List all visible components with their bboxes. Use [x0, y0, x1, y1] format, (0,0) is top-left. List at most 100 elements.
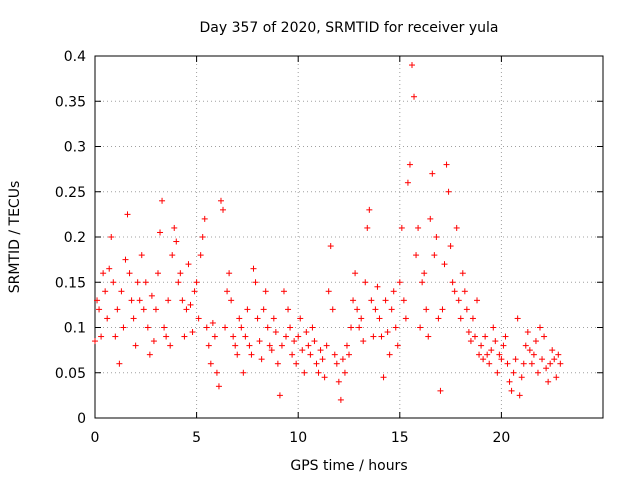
- data-point: [159, 197, 166, 204]
- data-point: [232, 342, 239, 349]
- data-point: [272, 329, 279, 336]
- x-tick-label: 5: [192, 430, 201, 446]
- data-point: [404, 179, 411, 186]
- data-point: [309, 324, 316, 331]
- data-point: [455, 297, 462, 304]
- data-point: [522, 342, 529, 349]
- data-point: [348, 324, 355, 331]
- data-point: [327, 243, 334, 250]
- data-point: [400, 297, 407, 304]
- data-point: [148, 292, 155, 299]
- data-point: [291, 338, 298, 345]
- data-point: [506, 378, 513, 385]
- data-point: [246, 342, 253, 349]
- data-point: [390, 288, 397, 295]
- data-point: [268, 347, 275, 354]
- data-point: [203, 324, 210, 331]
- data-point: [167, 342, 174, 349]
- y-tick-label: 0.3: [64, 140, 86, 156]
- x-tick-labels: 0 5 10 15 20: [91, 430, 511, 446]
- data-point: [508, 387, 515, 394]
- data-point: [250, 265, 257, 272]
- data-point: [480, 356, 487, 363]
- data-point: [163, 333, 170, 340]
- data-point: [161, 324, 168, 331]
- data-point: [461, 288, 468, 295]
- data-point: [238, 324, 245, 331]
- data-point: [317, 347, 324, 354]
- data-point: [449, 279, 456, 286]
- data-point: [181, 333, 188, 340]
- data-point: [555, 351, 562, 358]
- data-point: [526, 347, 533, 354]
- data-point: [465, 329, 472, 336]
- data-point: [382, 297, 389, 304]
- data-point: [425, 333, 432, 340]
- data-point: [323, 342, 330, 349]
- data-point: [110, 279, 117, 286]
- data-point: [301, 369, 308, 376]
- data-point: [228, 297, 235, 304]
- data-point: [398, 224, 405, 231]
- data-point: [502, 333, 509, 340]
- data-point: [362, 279, 369, 286]
- data-point: [419, 279, 426, 286]
- data-point: [287, 324, 294, 331]
- data-point: [433, 234, 440, 240]
- data-point: [280, 288, 287, 295]
- data-point: [191, 288, 198, 295]
- data-point: [512, 356, 519, 363]
- data-point: [321, 374, 328, 381]
- y-tick-label: 0: [77, 411, 86, 427]
- data-point: [244, 306, 251, 313]
- data-point: [126, 270, 133, 277]
- data-point: [289, 351, 296, 358]
- data-point: [189, 329, 196, 336]
- data-point: [165, 297, 172, 304]
- data-point: [274, 360, 281, 367]
- data-point: [343, 342, 350, 349]
- plot-frame: [94, 55, 604, 419]
- data-point: [453, 224, 460, 231]
- data-point: [207, 360, 214, 367]
- data-point: [374, 283, 381, 290]
- data-point: [179, 297, 186, 304]
- data-point: [295, 333, 302, 340]
- data-point: [384, 329, 391, 336]
- data-point: [380, 374, 387, 381]
- data-point: [496, 351, 503, 358]
- data-point: [421, 270, 428, 277]
- data-point: [356, 324, 363, 331]
- y-tick-label: 0.1: [64, 321, 86, 337]
- data-point: [486, 360, 493, 367]
- data-point: [471, 333, 478, 340]
- data-point: [394, 342, 401, 349]
- data-point: [136, 297, 143, 304]
- data-point: [297, 315, 304, 322]
- y-tick-label: 0.25: [55, 185, 86, 201]
- data-point: [283, 333, 290, 340]
- data-point: [100, 270, 107, 277]
- data-point: [368, 297, 375, 304]
- data-point: [358, 315, 365, 322]
- data-point: [106, 265, 113, 272]
- data-point: [152, 306, 159, 313]
- data-point: [528, 360, 535, 367]
- data-point: [138, 252, 145, 259]
- data-point: [547, 360, 554, 367]
- data-point: [551, 356, 558, 363]
- data-point: [173, 238, 180, 245]
- data-point: [329, 306, 336, 313]
- data-point: [175, 279, 182, 286]
- data-point: [120, 324, 127, 331]
- data-point: [451, 288, 458, 295]
- data-point: [185, 261, 192, 268]
- data-point: [270, 315, 277, 322]
- data-point: [124, 211, 131, 218]
- data-point: [534, 369, 541, 376]
- data-point: [264, 324, 271, 331]
- data-point: [128, 297, 135, 304]
- data-point: [378, 333, 385, 340]
- data-point: [220, 206, 227, 213]
